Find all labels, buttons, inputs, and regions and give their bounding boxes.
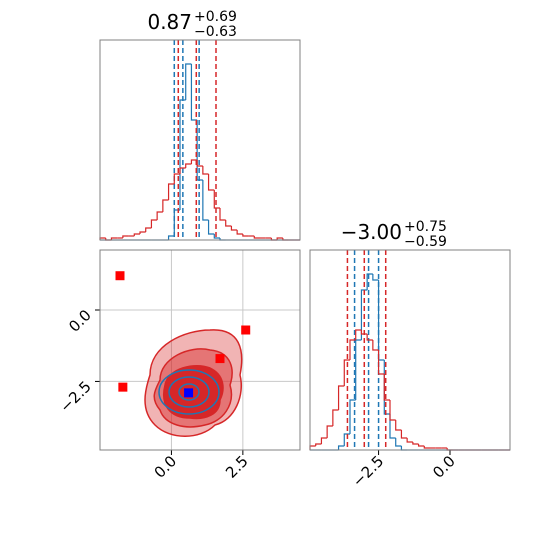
hist-step	[185, 63, 192, 100]
panel-frame	[99, 249, 301, 451]
point	[215, 354, 225, 364]
hist-step	[395, 420, 402, 431]
hist-step	[190, 64, 198, 121]
panel-frame	[309, 249, 511, 451]
y-tick-label: 0.0	[65, 306, 95, 336]
hist-step	[417, 444, 425, 447]
hist-step	[372, 274, 379, 281]
hist-step	[242, 234, 249, 237]
point	[115, 271, 125, 281]
hist-step	[162, 199, 169, 212]
hist-step	[366, 334, 373, 341]
hist-step	[173, 209, 180, 236]
hist-step	[167, 235, 175, 240]
hist-step	[196, 120, 203, 181]
x-tick-label: 0.0	[429, 452, 459, 482]
hist-step	[383, 374, 390, 401]
x-tick-label: −2.5	[349, 452, 387, 490]
hist-step	[349, 339, 356, 360]
hist-step	[389, 400, 396, 421]
panel-title: −3.00	[341, 220, 402, 244]
hist-step	[343, 359, 350, 386]
hist-step	[412, 442, 419, 445]
point	[118, 382, 128, 392]
hist-step	[423, 446, 430, 449]
hist-step	[196, 160, 203, 167]
hist-step	[122, 235, 129, 238]
hist-step	[202, 180, 209, 221]
hist-step	[139, 231, 146, 234]
title-upper: +0.69	[194, 9, 237, 25]
y-tick-label: −2.5	[56, 378, 94, 416]
hist-step	[406, 438, 413, 443]
hist-step	[202, 166, 209, 175]
hist-step	[377, 280, 385, 361]
hist-step	[110, 237, 118, 240]
hist-step	[190, 159, 198, 164]
hist-step	[349, 399, 356, 434]
x-tick-label: 0.0	[151, 452, 181, 482]
point	[184, 388, 194, 398]
point	[241, 325, 251, 335]
hist-step	[355, 339, 362, 400]
title-lower: −0.63	[194, 24, 237, 40]
hist-step	[236, 230, 243, 235]
hist-step	[337, 385, 345, 410]
density-contours	[144, 329, 243, 437]
hist-step	[315, 443, 322, 446]
hist-step	[377, 350, 385, 375]
hist-step	[213, 190, 220, 209]
hist-step	[253, 236, 260, 239]
hist-step	[207, 220, 215, 235]
hist-step	[360, 330, 368, 335]
hist-step	[179, 167, 186, 174]
hist-step	[213, 234, 220, 239]
hist-step	[389, 414, 396, 439]
hist-step	[145, 227, 152, 232]
hist-step	[395, 438, 402, 447]
contour-blue	[178, 383, 200, 401]
contour-blue	[158, 369, 220, 415]
hist-step	[320, 437, 328, 444]
panel-frame	[99, 39, 301, 241]
panel-title: 0.87	[147, 10, 192, 34]
hist-step	[326, 425, 333, 438]
hist-step	[276, 237, 283, 240]
hist-step	[150, 219, 158, 228]
hist-step	[337, 445, 345, 450]
hist-step	[230, 226, 238, 231]
hist-step	[366, 273, 373, 290]
hist-step	[400, 446, 408, 451]
x-tick-label: 2.5	[222, 452, 252, 482]
hist-step	[372, 340, 379, 351]
hist-step	[219, 208, 226, 221]
hist-step	[156, 211, 163, 220]
contour-blue	[168, 376, 210, 408]
hist-step	[355, 329, 362, 340]
hist-step	[185, 163, 192, 168]
hist-step	[207, 174, 215, 191]
hist-step	[133, 233, 140, 236]
hist-step	[400, 430, 408, 439]
hist-step	[360, 289, 368, 340]
hist-step	[332, 409, 339, 426]
hist-step	[173, 173, 180, 184]
title-upper: +0.75	[404, 219, 447, 235]
hist-step	[225, 220, 232, 227]
title-lower: −0.59	[404, 234, 447, 250]
hist-step	[167, 183, 175, 200]
